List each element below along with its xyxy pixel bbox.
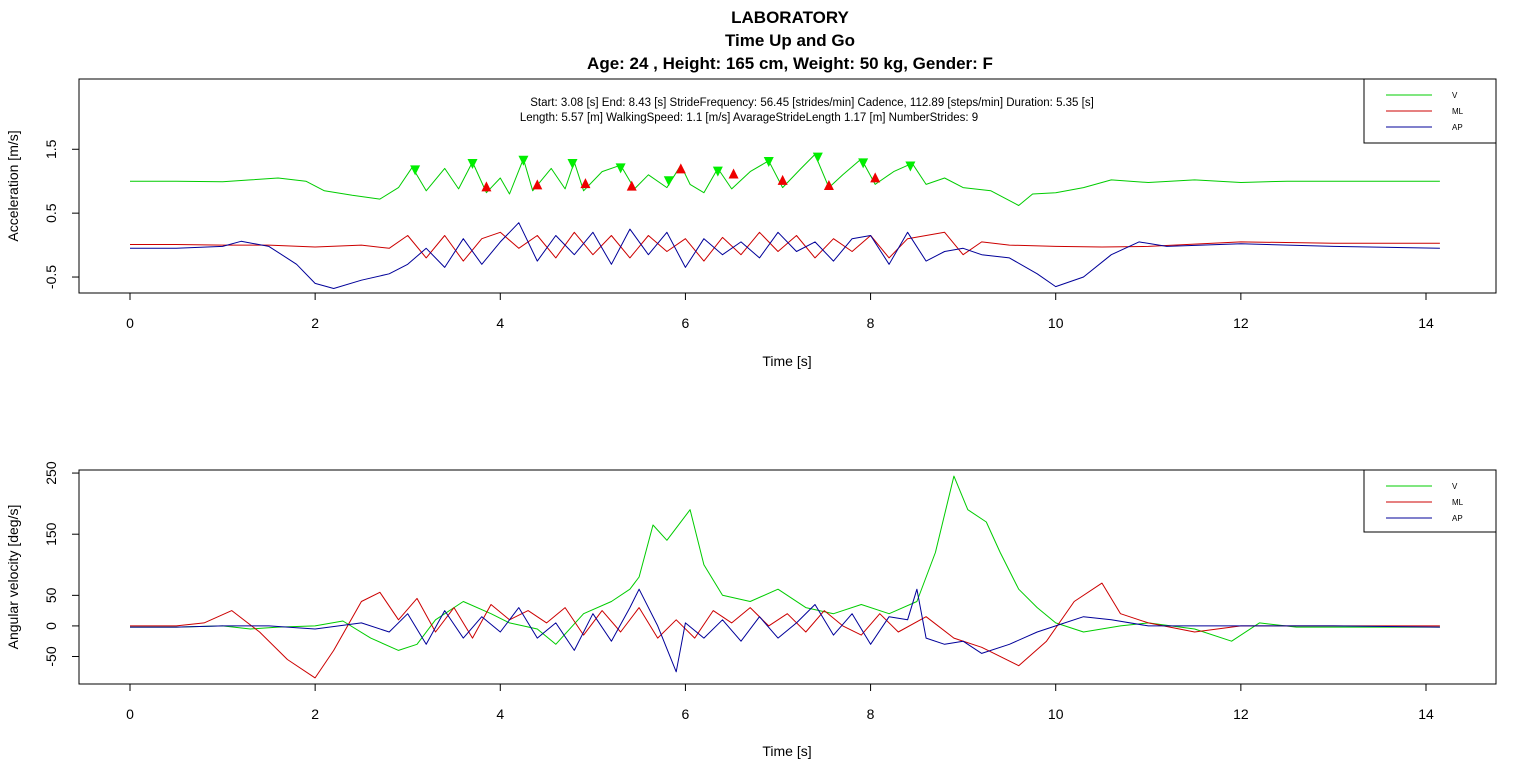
x-tick-label: 14	[1418, 706, 1434, 722]
legend-box	[1363, 469, 1497, 533]
gait-info-line1: Start: 3.08 [s] End: 8.43 [s] StrideFreq…	[530, 97, 1094, 109]
x-tick-label: 2	[311, 315, 319, 331]
marker-up-triangle	[728, 168, 739, 179]
x-axis-label: Time [s]	[762, 743, 811, 759]
y-tick-label: -0.5	[43, 265, 59, 289]
x-tick-label: 6	[682, 315, 690, 331]
legend-label-ap: AP	[1452, 123, 1463, 132]
marker-down-triangle	[567, 158, 578, 169]
series-line-ml	[130, 582, 1440, 679]
angular-velocity-chart: 0 2 4 6 8 10 12 14 -50 0 50 150 250 Time [s] Angular v…	[5, 461, 1497, 759]
y-tick-label: 1.5	[43, 139, 59, 159]
gait-info-line2: Length: 5.57 [m] WalkingSpeed: 1.1 [m/s]…	[520, 112, 978, 124]
x-tick-label: 8	[867, 706, 875, 722]
series-line-ml	[130, 231, 1440, 262]
legend-label-ml: ML	[1452, 498, 1464, 507]
x-tick-label: 6	[682, 706, 690, 722]
figure-title-line3: Age: 24 , Height: 165 cm, Weight: 50 kg,…	[587, 54, 993, 73]
y-axis-label: Acceleration [m/s]	[5, 130, 21, 241]
x-tick-label: 8	[867, 315, 875, 331]
marker-up-triangle	[580, 178, 591, 189]
x-tick-label: 14	[1418, 315, 1434, 331]
series-line-ap	[130, 588, 1440, 673]
marker-up-triangle	[870, 172, 881, 183]
series-line-ap	[130, 222, 1440, 289]
legend-label-v: V	[1452, 91, 1458, 100]
marker-down-triangle	[518, 155, 529, 166]
y-axis-label: Angular velocity [deg/s]	[5, 505, 21, 650]
x-tick-label: 10	[1048, 706, 1064, 722]
legend-label-ap: AP	[1452, 514, 1463, 523]
x-tick-label: 12	[1233, 315, 1249, 331]
x-tick-label: 0	[126, 706, 134, 722]
y-tick-label: 0	[43, 622, 59, 630]
acceleration-chart: Start: 3.08 [s] End: 8.43 [s] StrideFreq…	[5, 78, 1497, 369]
marker-up-triangle	[675, 163, 686, 174]
plot-frame	[78, 469, 1497, 685]
legend-label-ml: ML	[1452, 107, 1464, 116]
y-tick-label: 0.5	[43, 203, 59, 223]
y-tick-label: -50	[43, 646, 59, 666]
marker-down-triangle	[663, 176, 674, 187]
y-tick-label: 250	[43, 461, 59, 485]
marker-down-triangle	[615, 163, 626, 174]
marker-down-triangle	[763, 157, 774, 168]
y-tick-label: 150	[43, 522, 59, 546]
marker-down-triangle	[812, 152, 823, 163]
x-tick-label: 0	[126, 315, 134, 331]
marker-up-triangle	[823, 180, 834, 191]
x-tick-label: 2	[311, 706, 319, 722]
marker-up-triangle	[532, 179, 543, 190]
marker-down-triangle	[410, 165, 421, 176]
legend-label-v: V	[1452, 482, 1458, 491]
marker-down-triangle	[858, 158, 869, 169]
marker-down-triangle	[712, 166, 723, 177]
x-tick-label: 12	[1233, 706, 1249, 722]
y-tick-label: 50	[43, 587, 59, 603]
x-tick-label: 10	[1048, 315, 1064, 331]
marker-up-triangle	[481, 181, 492, 192]
marker-down-triangle	[467, 158, 478, 169]
legend: V ML AP	[1363, 78, 1497, 144]
marker-up-triangle	[626, 180, 637, 191]
plot-frame	[78, 78, 1497, 294]
legend: V ML AP	[1363, 469, 1497, 533]
marker-up-triangle	[777, 174, 788, 185]
figure-title-line1: LABORATORY	[731, 8, 849, 27]
x-tick-label: 4	[496, 706, 504, 722]
x-axis-label: Time [s]	[762, 353, 811, 369]
marker-down-triangle	[905, 161, 916, 172]
series-line-v	[130, 475, 1440, 651]
figure-title-line2: Time Up and Go	[725, 31, 855, 50]
x-tick-label: 4	[496, 315, 504, 331]
